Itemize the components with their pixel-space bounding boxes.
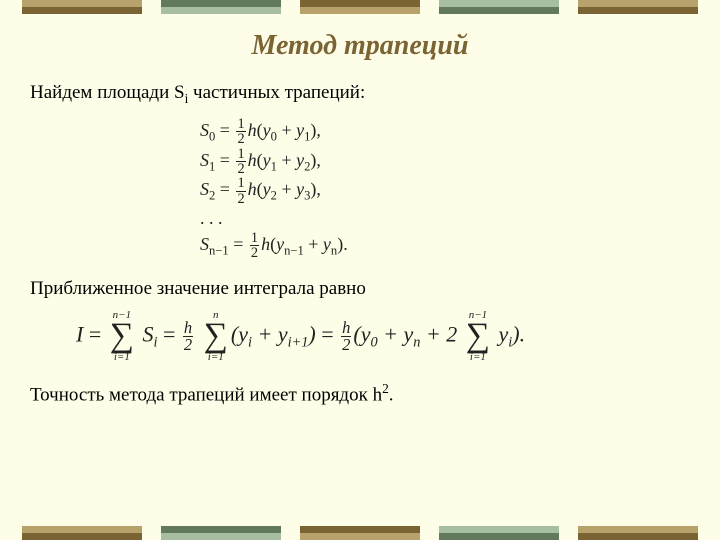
bottom-decorative-bars	[0, 526, 720, 540]
integral-formula: I = n−1 ∑ i=1 Si = h2 n ∑ i=1 (yi + yi+1…	[76, 310, 690, 363]
bar	[161, 526, 281, 540]
equation-row: Sn−1 = 12h(yn−1 + yn).	[200, 231, 690, 261]
bar	[22, 526, 142, 540]
paragraph-3: Точность метода трапеций имеет порядок h…	[30, 381, 690, 406]
bar	[439, 526, 559, 540]
paragraph-1: Найдем площади Si частичных трапеций:	[30, 82, 690, 107]
bar	[578, 0, 698, 14]
slide-title: Метод трапеций	[30, 30, 690, 62]
bar	[300, 526, 420, 540]
bar	[22, 0, 142, 14]
equation-row: S0 = 12h(y0 + y1),	[200, 117, 690, 147]
bar	[578, 526, 698, 540]
equation-row: S2 = 12h(y2 + y3),	[200, 176, 690, 206]
sigma-icon: n−1 ∑ i=1	[466, 310, 490, 363]
sigma-icon: n ∑ i=1	[204, 310, 228, 363]
sigma-icon: n−1 ∑ i=1	[110, 310, 134, 363]
paragraph-2: Приближенное значение интеграла равно	[30, 278, 690, 300]
equations-block: S0 = 12h(y0 + y1), S1 = 12h(y1 + y2), S2…	[200, 117, 690, 261]
equation-row: S1 = 12h(y1 + y2),	[200, 147, 690, 177]
bar	[439, 0, 559, 14]
top-decorative-bars	[0, 0, 720, 14]
bar	[161, 0, 281, 14]
slide-content: Метод трапеций Найдем площади Si частичн…	[0, 24, 720, 416]
equation-ellipsis: . . .	[200, 206, 690, 230]
bar	[300, 0, 420, 14]
